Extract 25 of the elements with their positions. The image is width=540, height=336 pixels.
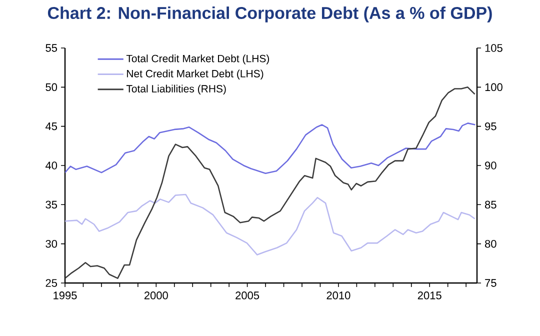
y-tick-label: 25 (46, 279, 58, 287)
y2-tick-label: 90 (485, 162, 496, 170)
x-tick-label: 2005 (236, 292, 260, 300)
x-tick-label: 1995 (54, 292, 77, 300)
y2-tick-label: 75 (485, 279, 496, 287)
y-tick-label: 40 (45, 162, 58, 170)
y-tick-label: 35 (46, 200, 58, 209)
legend-label: Total Liabilities (RHS) (126, 84, 226, 95)
chart-title: Chart 2: Non-Financial Corporate Debt (As a % of GDP) (48, 6, 492, 22)
y-tick-label: 45 (45, 122, 58, 130)
y2-tick-label: 95 (485, 122, 496, 130)
line-series (65, 194, 476, 256)
y2-tick-label: 80 (485, 240, 496, 248)
y2-tick-label: 100 (485, 83, 502, 92)
y-tick-label: 30 (46, 240, 58, 248)
y2-tick-label: 85 (485, 200, 496, 209)
x-tick-label: 2010 (326, 292, 350, 300)
x-tick-label: 2015 (418, 292, 442, 300)
x-tick-label: 2000 (144, 292, 168, 300)
y-tick-label: 55 (46, 44, 58, 52)
legend-label: Net Credit Market Debt (LHS) (127, 70, 264, 80)
line-series (65, 122, 476, 174)
y-tick-label: 50 (46, 83, 58, 92)
legend-label: Total Credit Market Debt (LHS) (126, 54, 270, 64)
y2-tick-label: 105 (485, 44, 502, 52)
